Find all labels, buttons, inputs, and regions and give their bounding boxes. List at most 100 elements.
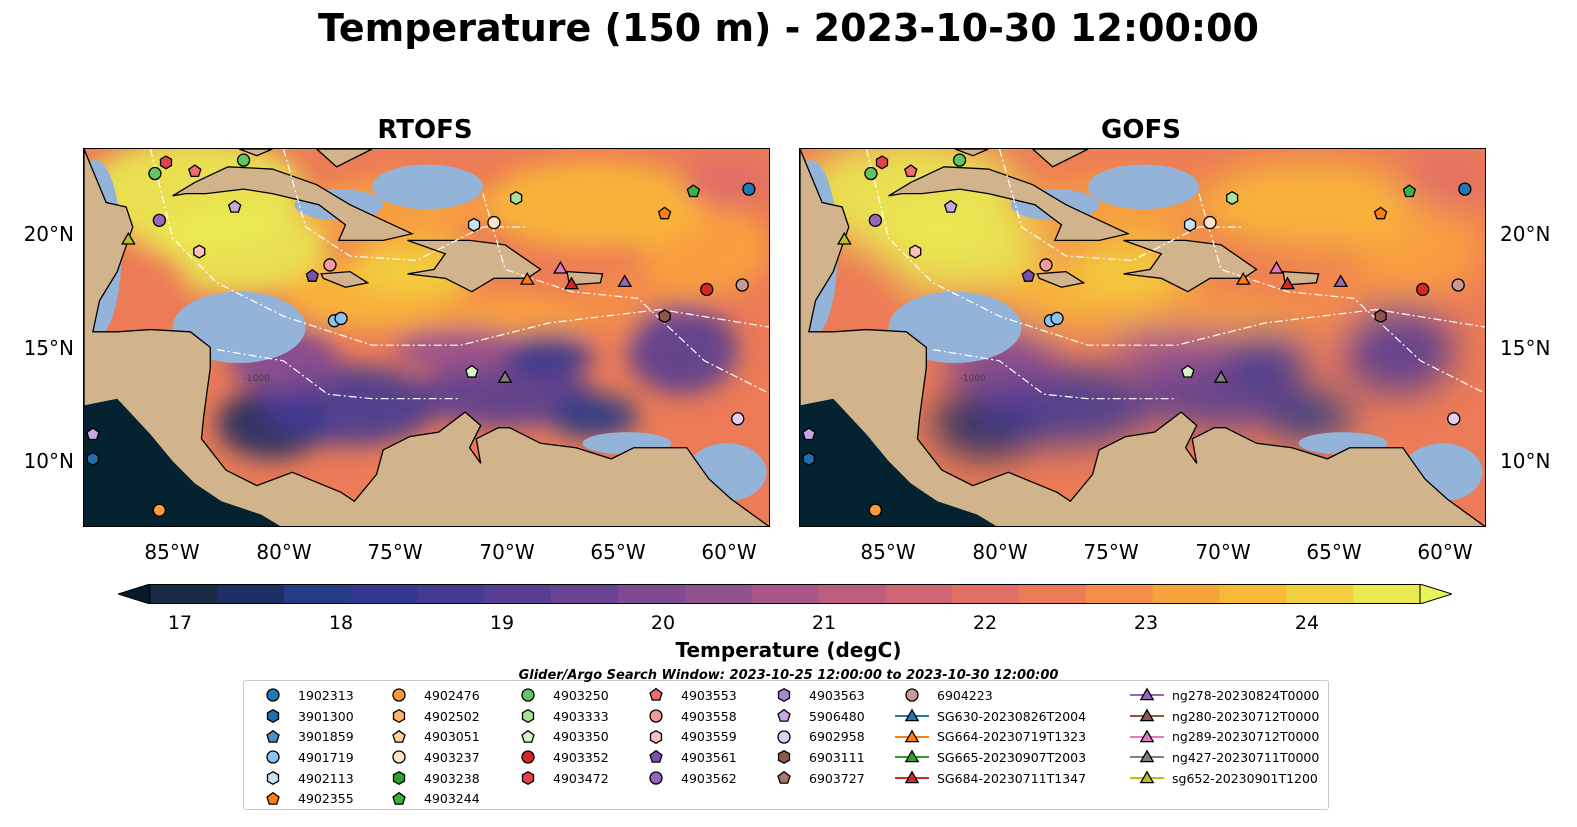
colorbar-segment [617,584,686,604]
legend-symbol [392,708,406,724]
legend-symbol [777,770,791,784]
marker-4903244 [1402,184,1417,198]
legend-column: 4902476 4902502 4903051 4903237 4903238 49032… [380,685,480,809]
marker-6902958 [731,412,745,426]
legend-item: 4903352 [509,747,609,768]
legend-marker [392,708,406,724]
legend-label: 4903558 [681,708,737,724]
colorbar-segment [684,584,753,604]
legend-symbol [649,750,663,764]
legend-item: 4903333 [509,706,609,727]
legend-label: SG630-20230826T2004 [937,708,1087,724]
colorbar-tick-21: 21 [811,612,837,634]
marker-4903250b [952,153,967,167]
legend-item: 4901719 [254,747,354,768]
legend-item: 6903111 [765,747,865,768]
panel-title-gofs: GOFS [1101,115,1181,145]
legend-item: 4903244 [380,788,480,809]
legend-item: ng289-20230712T0000 [1128,726,1319,747]
legend-symbol [777,708,791,722]
marker-4903561 [1021,269,1036,282]
marker-4903333 [510,190,523,206]
lon-tick-80w: 80°W [256,540,312,564]
legend-marker [904,708,920,722]
gofs-map[interactable]: -1000 [799,148,1486,527]
legend-marker [266,688,280,702]
legend-item: SG630-20230826T2004 [893,706,1086,727]
shallow-shelf [372,164,483,210]
legend-marker [1139,770,1155,784]
legend-symbol [392,729,406,743]
legend-symbol [905,688,919,702]
legend-marker [777,770,791,784]
marker-4903558 [323,258,337,272]
legend-symbol [1130,729,1164,742]
lon-tick-75w: 75°W [367,540,423,564]
marker-4903553 [904,164,918,178]
marker-SG684 [564,276,579,290]
legend-symbol [895,749,929,763]
legend-item: ng278-20230824T0000 [1128,685,1319,706]
legend-label: 4902476 [424,687,480,703]
marker-4903237 [487,215,501,230]
legend-item: 4903237 [380,747,480,768]
land-polygon [954,149,989,157]
legend-label: ng427-20230711T0000 [1172,749,1320,765]
land-polygon [888,166,1130,242]
legend-symbol [649,709,663,723]
legend-label: 4903562 [681,770,737,786]
colorbar [118,584,1452,604]
legend-label: 6903111 [809,749,865,765]
legend-symbol [649,771,663,785]
legend-label: 4903350 [553,729,609,745]
colorbar-segment [484,584,552,604]
legend-marker [392,729,406,743]
legend-column: 1902313 3901300 3901859 4901719 4902113 49023… [254,685,354,809]
legend-marker [521,708,535,724]
marker-4903250 [864,166,878,181]
legend-label: 4903250 [553,687,609,703]
marker-4903562 [868,213,882,227]
land-polygon [407,239,542,293]
eez-boundary [216,349,461,400]
marker-4903559 [909,244,922,259]
legend-item: 4903553 [637,685,737,706]
legend-label: 4902502 [424,708,480,724]
marker-1902313 [1458,182,1472,196]
colorbar-segment [150,584,218,604]
land-polygon [172,166,414,242]
lat-tick-10-right: 10°N [1500,449,1551,473]
land-polygon [1123,239,1258,293]
marker-4903561 [305,269,320,282]
legend-symbol [392,771,406,786]
isobath-label: -1000 [960,374,986,384]
legend-marker [1139,687,1155,701]
colorbar-segment [1085,584,1154,604]
colorbar-segment [818,584,886,604]
marker-4903244 [686,184,701,198]
legend-item: 4903563 [765,685,865,706]
legend-item: 4903562 [637,768,737,789]
marker-4903562 [152,213,166,227]
legend-symbol [392,750,406,765]
colorbar-segment [952,584,1020,604]
legend-item: sg652-20230901T1200 [1128,768,1319,789]
legend-symbol [521,750,535,765]
legend-symbol [1130,708,1164,722]
land-polygon [1031,149,1089,168]
legend-symbol [895,770,929,784]
legend-symbol [266,708,280,724]
marker-4903563 [86,427,100,441]
colorbar-label: Temperature (degC) [675,638,902,662]
legend-symbol [649,688,663,702]
legend-label: 3901300 [298,708,354,724]
legend-label: 4901719 [298,749,354,765]
legend-marker [649,771,663,785]
legend-item: ng280-20230712T0000 [1128,706,1319,727]
rtofs-map[interactable]: -1000 [83,148,770,527]
legend-column: 6904223 SG630-20230826T2004 SG664-20230719… [893,685,1086,788]
marker-4902355 [657,206,672,220]
legend-symbol [895,729,929,742]
legend-item: 6903727 [765,768,865,789]
marker-4903352 [1416,282,1430,297]
